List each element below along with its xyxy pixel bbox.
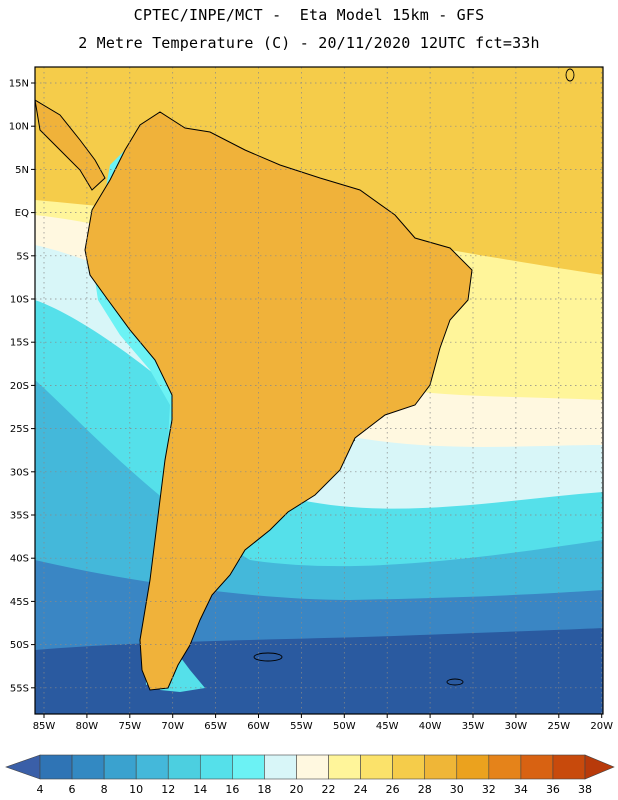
lon-tick-label: 65W bbox=[204, 721, 227, 732]
colorbar-swatch bbox=[520, 754, 554, 780]
colorbar-swatch bbox=[71, 754, 105, 780]
lat-tick-label: 5S bbox=[16, 251, 29, 262]
colorbar-label: 16 bbox=[225, 783, 239, 796]
colorbar-swatch bbox=[296, 754, 329, 780]
falkland-islands bbox=[253, 652, 283, 662]
lon-tick-label: 45W bbox=[376, 721, 399, 732]
lon-tick-label: 70W bbox=[161, 721, 184, 732]
colorbar-arrow-low bbox=[5, 754, 41, 780]
colorbar-label: 38 bbox=[578, 783, 592, 796]
colorbar-label: 24 bbox=[354, 783, 368, 796]
lat-tick-label: 10S bbox=[10, 295, 29, 306]
lat-tick-label: 10N bbox=[9, 122, 29, 133]
lat-tick-label: 30S bbox=[10, 467, 29, 478]
lon-tick-label: 60W bbox=[247, 721, 270, 732]
lon-tick-label: 50W bbox=[333, 721, 356, 732]
lat-tick-label: 20S bbox=[10, 381, 29, 392]
colorbar-label: 34 bbox=[514, 783, 528, 796]
colorbar-swatch bbox=[232, 754, 265, 780]
colorbar-swatch bbox=[552, 754, 586, 780]
colorbar-label: 18 bbox=[257, 783, 271, 796]
map-title-line1: CPTEC/INPE/MCT - Eta Model 15km - GFS bbox=[133, 6, 485, 24]
colorbar-swatch bbox=[199, 754, 233, 780]
map-field bbox=[35, 67, 603, 714]
colorbar-label: 28 bbox=[418, 783, 432, 796]
colorbar-label: 26 bbox=[386, 783, 400, 796]
lon-tick-label: 25W bbox=[547, 721, 570, 732]
colorbar-swatch bbox=[135, 754, 169, 780]
colorbar-swatch bbox=[39, 754, 73, 780]
lat-tick-label: 5N bbox=[15, 165, 29, 176]
colorbar-label: 36 bbox=[546, 783, 560, 796]
lat-tick-label: 45S bbox=[10, 597, 29, 608]
colorbar-label: 12 bbox=[161, 783, 175, 796]
colorbar-label: 6 bbox=[69, 783, 76, 796]
lat-tick-label: 55S bbox=[10, 683, 29, 694]
lon-tick-label: 75W bbox=[118, 721, 141, 732]
colorbar-swatch bbox=[360, 754, 393, 780]
lon-tick-label: 35W bbox=[462, 721, 485, 732]
colorbar-swatch bbox=[456, 754, 490, 780]
lat-tick-label: 40S bbox=[10, 554, 29, 565]
colorbar-label: 14 bbox=[193, 783, 207, 796]
longitude-axis: 85W 80W 75W 70W 65W 60W 55W 50W 45W 40W 35W 30W 25W 2… bbox=[33, 714, 613, 732]
colorbar-swatch bbox=[167, 754, 201, 780]
lat-tick-label: 50S bbox=[10, 640, 29, 651]
colorbar-swatch bbox=[103, 754, 137, 780]
map-title-line2: 2 Metre Temperature (C) - 20/11/2020 12U… bbox=[78, 34, 540, 52]
latitude-axis: 15N 10N 5N EQ 5S 10S 15S 20S 25S 30S 35S 40S 45S 50S 5… bbox=[9, 79, 35, 694]
colorbar-swatch bbox=[328, 754, 361, 780]
lon-tick-label: 30W bbox=[505, 721, 528, 732]
colorbar-arrow-high bbox=[584, 754, 615, 780]
lat-tick-label: 15S bbox=[10, 338, 29, 349]
caribbean-islands bbox=[565, 68, 575, 82]
colorbar-swatch bbox=[392, 754, 426, 780]
colorbar-swatch bbox=[424, 754, 458, 780]
colorbar-label: 22 bbox=[322, 783, 336, 796]
colorbar-label: 32 bbox=[482, 783, 496, 796]
map-frame bbox=[34, 66, 604, 715]
lon-tick-label: 85W bbox=[33, 721, 56, 732]
lat-tick-label: 35S bbox=[10, 511, 29, 522]
lon-tick-label: 55W bbox=[290, 721, 313, 732]
colorbar: 4 6 8 10 12 14 16 18 20 22 24 26 28 30 32 34 36 38 bbox=[5, 754, 615, 796]
colorbar-label: 30 bbox=[450, 783, 464, 796]
lat-tick-label: 25S bbox=[10, 424, 29, 435]
colorbar-label: 20 bbox=[289, 783, 303, 796]
lon-tick-label: 20W bbox=[590, 721, 613, 732]
lat-tick-label: EQ bbox=[15, 208, 29, 219]
south-georgia-island bbox=[446, 678, 464, 686]
colorbar-label: 8 bbox=[101, 783, 108, 796]
colorbar-swatch bbox=[264, 754, 297, 780]
lat-tick-label: 15N bbox=[9, 79, 29, 90]
lon-tick-label: 80W bbox=[76, 721, 99, 732]
colorbar-label: 4 bbox=[37, 783, 44, 796]
colorbar-swatch bbox=[488, 754, 522, 780]
colorbar-label: 10 bbox=[129, 783, 143, 796]
lon-tick-label: 40W bbox=[419, 721, 442, 732]
